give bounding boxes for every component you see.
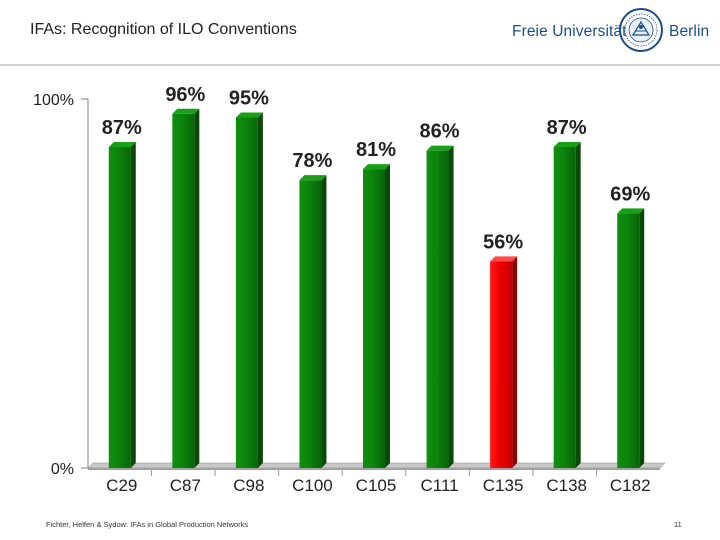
bar-top [553,141,581,147]
data-label-c98: 95% [229,87,269,109]
x-tick-label-c100: C100 [292,476,333,495]
bar-top [235,112,263,118]
bar-front [553,146,576,468]
bar-top [363,164,390,170]
bar-c98 [235,112,263,468]
x-tick-label-c182: C182 [610,476,651,495]
bar-top [426,145,454,151]
university-seal-icon [619,8,663,52]
footer-text: Fichter, Helfen & Sydow: IFAs in Global … [46,520,249,529]
bar-c182 [617,208,645,468]
data-label-c135: 56% [483,231,523,253]
bar-front [426,150,449,468]
data-label-c100: 78% [292,150,332,172]
x-tick-label-c87: C87 [170,476,201,495]
bar-chart: 0% 100% 87% C29 96% C87 95% C98 78% C100 81% C105 86… [33,84,666,495]
bar-side [512,256,518,468]
x-tick-label-c98: C98 [233,476,264,495]
bar-front [490,261,513,468]
slide-title: IFAs: Recognition of ILO Conventions [30,21,297,38]
bar-c138 [553,141,581,468]
university-logo: Freie Universität Berlin [512,7,710,57]
bar-c135 [490,256,518,468]
bar-front [299,180,322,468]
bar-c87 [172,108,200,468]
x-tick-label-c135: C135 [483,476,524,495]
bar-side [194,108,200,468]
bar-side [321,175,327,468]
logo-text-right: Berlin [669,23,710,40]
bar-c111 [426,145,454,468]
x-tick-label-c138: C138 [546,476,587,495]
data-label-c29: 87% [102,117,142,139]
data-label-c87: 96% [165,84,205,106]
bar-side [257,112,263,468]
bar-c29 [108,141,136,468]
bar-side [448,145,454,468]
bar-top [172,108,200,114]
bar-side [385,164,390,469]
y-tick-label: 0% [51,461,74,478]
x-tick-label-c105: C105 [356,476,397,495]
bar-front [108,146,131,468]
x-tick-label-c111: C111 [420,476,458,495]
bar-front [363,169,385,469]
data-label-c105: 81% [356,139,396,161]
bar-front [172,113,195,468]
bar-top [490,256,518,262]
bar-front [617,213,640,468]
header-divider [0,64,720,66]
bar-top [108,141,136,147]
bar-side [639,208,645,468]
data-label-c182: 69% [610,183,650,205]
bar-top [299,175,327,181]
logo-text-left: Freie Universität [512,23,627,40]
bar-front [235,117,258,468]
page-number: 11 [674,520,682,529]
data-label-c138: 87% [547,117,587,139]
bar-side [130,141,136,468]
y-tick-label: 100% [33,92,74,109]
bar-side [575,141,581,468]
data-label-c111: 86% [420,121,460,143]
bar-c105 [363,164,390,469]
bar-top [617,208,645,214]
x-tick-label-c29: C29 [106,476,137,495]
chart-floor-edge [88,468,660,470]
bar-c100 [299,175,327,468]
